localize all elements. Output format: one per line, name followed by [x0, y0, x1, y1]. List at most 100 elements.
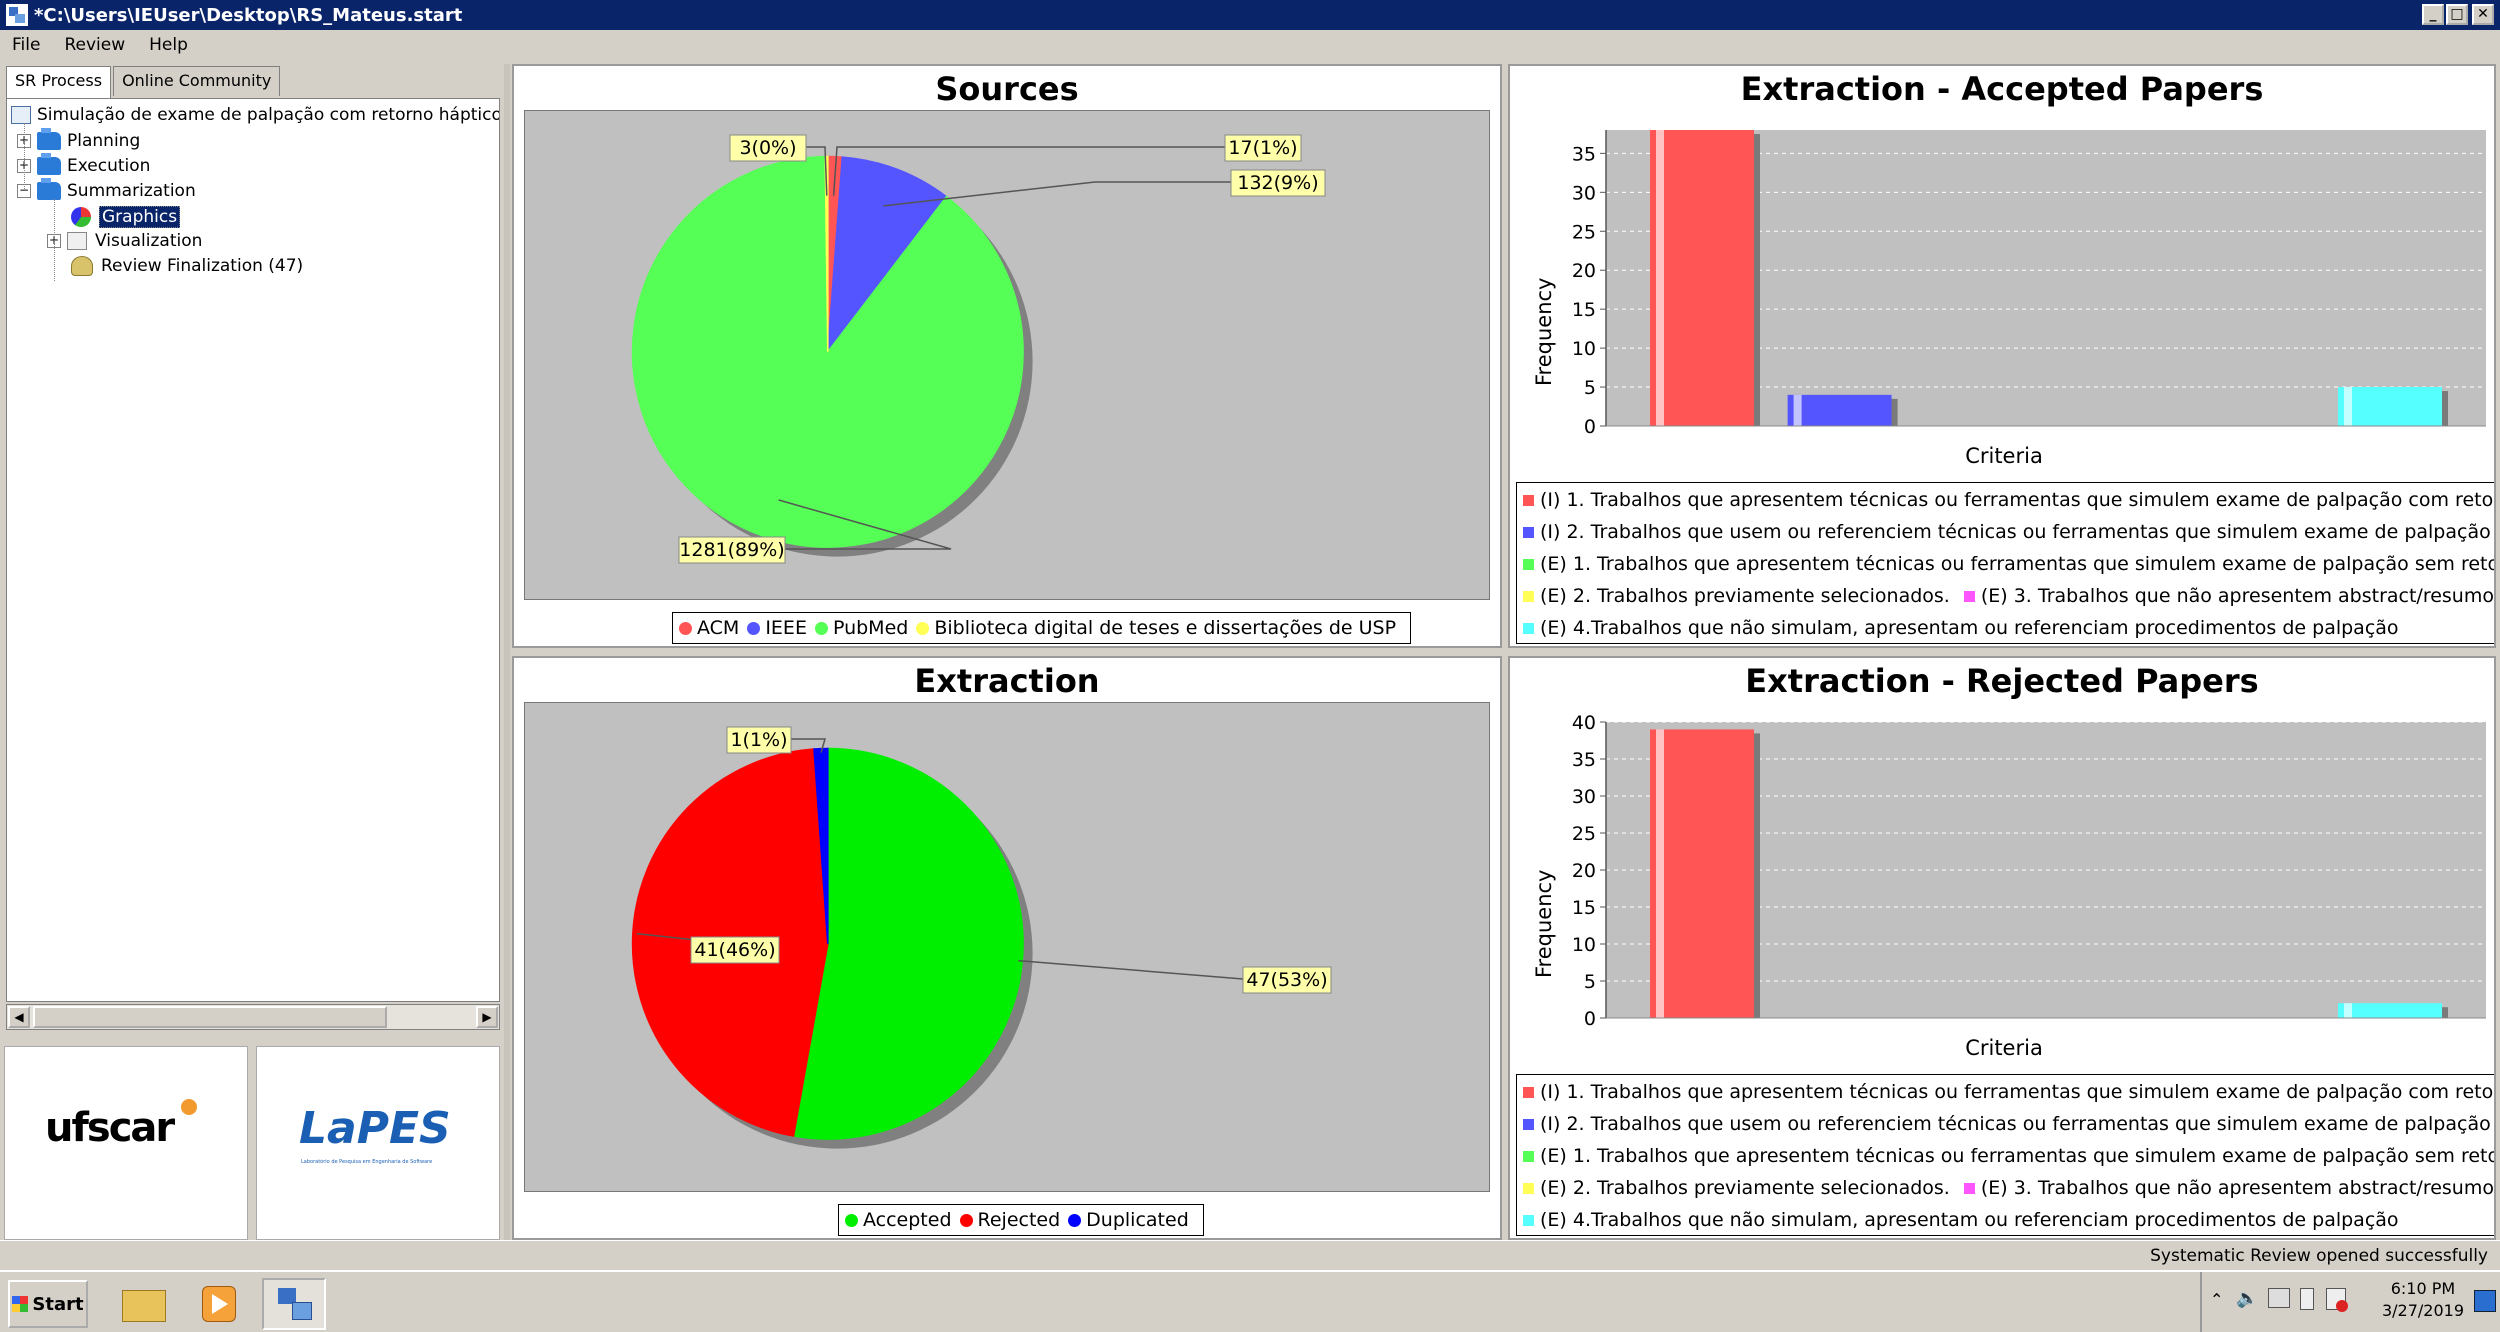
y-tick-label: 35	[1572, 143, 1596, 165]
pie-label-leader	[778, 499, 952, 550]
tree-item-review-finalization[interactable]: Review Finalization (47)	[71, 256, 303, 276]
review-icon	[11, 106, 31, 124]
tree-item-visualization[interactable]: + Visualization	[47, 231, 203, 251]
pie-slice-duplicated	[813, 747, 829, 944]
bar-highlight	[1656, 729, 1664, 1018]
sources-pie	[631, 155, 1033, 557]
accepted-x-axis-label: Criteria	[1965, 444, 2043, 468]
sources-chart-title: Sources	[935, 70, 1079, 108]
y-tick-label: 5	[1584, 971, 1596, 993]
bar-highlight	[1656, 130, 1664, 426]
lapes-logo: LaPES Laboratório de Pesquisa em Engenha…	[256, 1046, 500, 1240]
y-tick-label: 5	[1584, 377, 1596, 399]
legend-criteria-e1: (E) 1. Trabalhos que apresentem técnicas…	[1523, 553, 2494, 575]
pie-label-box	[726, 726, 792, 754]
pie-value-label: 1281(89%)	[679, 539, 784, 561]
pie-value-label: 41(46%)	[694, 939, 775, 961]
pie-value-label: 47(53%)	[1246, 969, 1327, 991]
y-tick-label: 20	[1572, 260, 1596, 282]
pie-label-box	[729, 134, 807, 162]
volume-icon[interactable]: 🔈	[2236, 1288, 2259, 1309]
menu-file[interactable]: File	[12, 35, 41, 55]
bar-highlight	[2344, 387, 2352, 426]
bar--e-4-	[2338, 387, 2442, 426]
accepted-legend: (I) 1. Trabalhos que apresentem técnicas…	[1516, 482, 2494, 644]
system-tray: ⌃ 🔈 6:10 PM 3/27/2019	[2200, 1272, 2500, 1332]
y-tick-label: 25	[1572, 221, 1596, 243]
finalization-icon	[71, 256, 93, 276]
extraction-plot-area: 1(1%) 41(46%) 47(53%)	[524, 702, 1490, 1192]
pie-label-leader	[832, 146, 1225, 196]
clock[interactable]: 6:10 PM 3/27/2019	[2381, 1279, 2464, 1320]
tab-online-community[interactable]: Online Community	[113, 66, 281, 96]
show-desktop-icon[interactable]	[2474, 1290, 2496, 1312]
sources-plot-area: 3(0%) 17(1%) 132(9%) 1281(89%)	[524, 110, 1490, 600]
tab-sr-process[interactable]: SR Process	[6, 66, 112, 98]
tree-item-execution[interactable]: + Execution	[17, 153, 151, 176]
rejected-bar-chart: 0 5 10 15 20 25 30 35 40	[1572, 712, 2486, 1030]
sources-pie-chart: 3(0%) 17(1%) 132(9%) 1281(89%)	[631, 134, 1326, 564]
window-title: *C:\Users\IEUser\Desktop\RS_Mateus.start	[34, 4, 463, 26]
pie-label-leader	[791, 738, 826, 753]
accepted-bar-chart: 0 5 10 15 20 25 30 35	[1572, 130, 2486, 438]
legend-item-rejected: Rejected	[959, 1209, 1060, 1231]
show-hidden-icons-icon[interactable]: ⌃	[2210, 1290, 2224, 1309]
ufscar-logo: ufscar	[4, 1046, 248, 1240]
y-tick-label: 30	[1572, 182, 1596, 204]
y-tick-label: 10	[1572, 934, 1596, 956]
bar-highlight	[2344, 1003, 2352, 1018]
start-app-taskbar-icon[interactable]	[262, 1278, 326, 1330]
menu-bar: File Review Help	[0, 30, 2500, 60]
accepted-y-axis-label: Frequency	[1532, 277, 1556, 387]
legend-criteria-e2-e3: (E) 2. Trabalhos previamente selecionado…	[1523, 585, 2494, 607]
extraction-pie-chart: 1(1%) 41(46%) 47(53%)	[631, 726, 1332, 1149]
accepted-chart-panel: Extraction - Accepted Papers 0 5 10 15 20 25 3…	[1508, 64, 2496, 648]
y-tick-label: 15	[1572, 299, 1596, 321]
scroll-left-icon[interactable]: ◀	[8, 1006, 30, 1028]
start-button[interactable]: Start	[8, 1280, 88, 1328]
scroll-right-icon[interactable]: ▶	[476, 1006, 498, 1028]
document-icon	[67, 232, 87, 250]
vertical-splitter[interactable]	[504, 64, 510, 1240]
scroll-thumb[interactable]	[33, 1006, 387, 1028]
menu-review[interactable]: Review	[64, 35, 126, 55]
explorer-folder-icon[interactable]	[112, 1278, 176, 1330]
pie-label-box	[690, 936, 780, 964]
maximize-button[interactable]: □	[2446, 4, 2468, 25]
tree-root[interactable]: Simulação de exame de palpação com retor…	[11, 105, 499, 125]
legend-criteria-i1: (I) 1. Trabalhos que apresentem técnicas…	[1523, 1081, 2494, 1103]
menu-help[interactable]: Help	[149, 35, 188, 55]
legend-criteria-e2-e3: (E) 2. Trabalhos previamente selecionado…	[1523, 1177, 2494, 1199]
alert-icon	[2336, 1300, 2348, 1312]
battery-icon[interactable]	[2300, 1288, 2314, 1310]
status-bar: Systematic Review opened successfully	[0, 1240, 2500, 1270]
pie-value-label: 132(9%)	[1237, 172, 1318, 194]
tree-item-graphics[interactable]: Graphics	[71, 206, 181, 228]
rejected-x-axis-label: Criteria	[1965, 1036, 2043, 1060]
pie-label-box	[1224, 134, 1302, 162]
network-icon[interactable]	[2268, 1288, 2290, 1308]
tree-horizontal-scrollbar[interactable]: ◀ ▶	[6, 1004, 500, 1030]
pie-value-label: 17(1%)	[1228, 137, 1297, 159]
y-tick-label: 15	[1572, 897, 1596, 919]
legend-item-pubmed: PubMed	[814, 617, 908, 639]
pie-label-box	[678, 536, 786, 564]
legend-criteria-i2: (I) 2. Trabalhos que usem ou referenciem…	[1523, 1113, 2494, 1135]
extraction-chart-panel: Extraction 1(1%) 41(46%) 47(53%) Accepted …	[512, 656, 1502, 1240]
pie-value-label: 1(1%)	[730, 729, 787, 751]
legend-criteria-i1: (I) 1. Trabalhos que apresentem técnicas…	[1523, 489, 2494, 511]
bar-highlight	[1793, 394, 1802, 426]
sources-legend: ACM IEEE PubMed Biblioteca digital de te…	[672, 612, 1412, 644]
accepted-chart-title: Extraction - Accepted Papers	[1740, 70, 2264, 108]
close-button[interactable]: ✕	[2472, 4, 2494, 25]
folder-icon	[37, 178, 61, 200]
tree-item-summarization[interactable]: − Summarization	[17, 178, 196, 201]
media-player-icon[interactable]	[186, 1278, 250, 1330]
tree-item-planning[interactable]: + Planning	[17, 128, 141, 151]
left-tabs: SR Process Online Community	[6, 66, 282, 98]
pie-label-box	[1242, 966, 1332, 994]
bar--i-1-	[1650, 130, 1754, 426]
minimize-button[interactable]: _	[2422, 4, 2444, 25]
y-tick-label: 10	[1572, 338, 1596, 360]
